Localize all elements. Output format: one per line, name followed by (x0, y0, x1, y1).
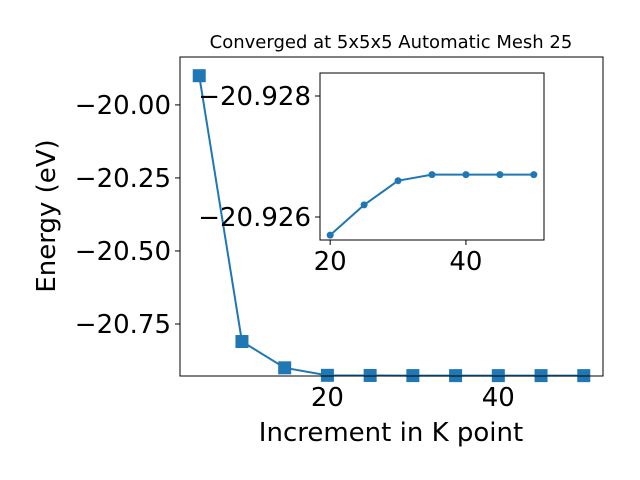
inset-axes: 20 40 −20.928−20.926 (198, 72, 545, 277)
inset-data-point (394, 177, 402, 185)
inset-y-tick-label: −20.926 (198, 203, 311, 233)
main-y-ticks: −20.00 −20.25 −20.50 −20.75 (75, 91, 180, 340)
main-x-tick-label: 20 (311, 383, 344, 413)
main-y-tick-label: −20.25 (75, 164, 171, 194)
main-data-point (320, 368, 334, 382)
inset-x-tick-label: 20 (314, 247, 347, 277)
main-data-point (278, 361, 292, 375)
main-axes: Converged at 5x5x5 Automatic Mesh 25 Inc… (32, 32, 604, 448)
main-x-tick-label: 40 (482, 383, 515, 413)
main-data-point (192, 69, 206, 83)
main-data-point (235, 335, 249, 349)
inset-data-point (496, 171, 504, 179)
inset-plot-frame (319, 72, 545, 241)
main-data-point (363, 368, 377, 382)
main-x-ticks: 20 40 (311, 376, 515, 413)
chart-title: Converged at 5x5x5 Automatic Mesh 25 (210, 32, 573, 53)
main-y-tick-label: −20.75 (75, 310, 171, 340)
inset-y-tick-label: −20.928 (198, 82, 311, 112)
inset-data-point (462, 171, 470, 179)
x-axis-label: Increment in K point (259, 418, 523, 448)
main-plot-frame (179, 56, 604, 377)
y-axis-label: Energy (eV) (32, 139, 62, 292)
inset-y-ticks: −20.928 −20.926 (198, 82, 320, 233)
main-y-tick-label: −20.00 (75, 91, 171, 121)
inset-x-tick-label: 40 (449, 247, 482, 277)
inset-x-ticks: 20 40 (314, 240, 482, 277)
inset-data-point (428, 171, 436, 179)
inset-data-point (530, 171, 538, 179)
main-y-tick-label: −20.50 (75, 237, 171, 267)
inset-series (326, 171, 538, 239)
inset-data-point (360, 201, 368, 209)
inset-data-point (326, 231, 334, 239)
